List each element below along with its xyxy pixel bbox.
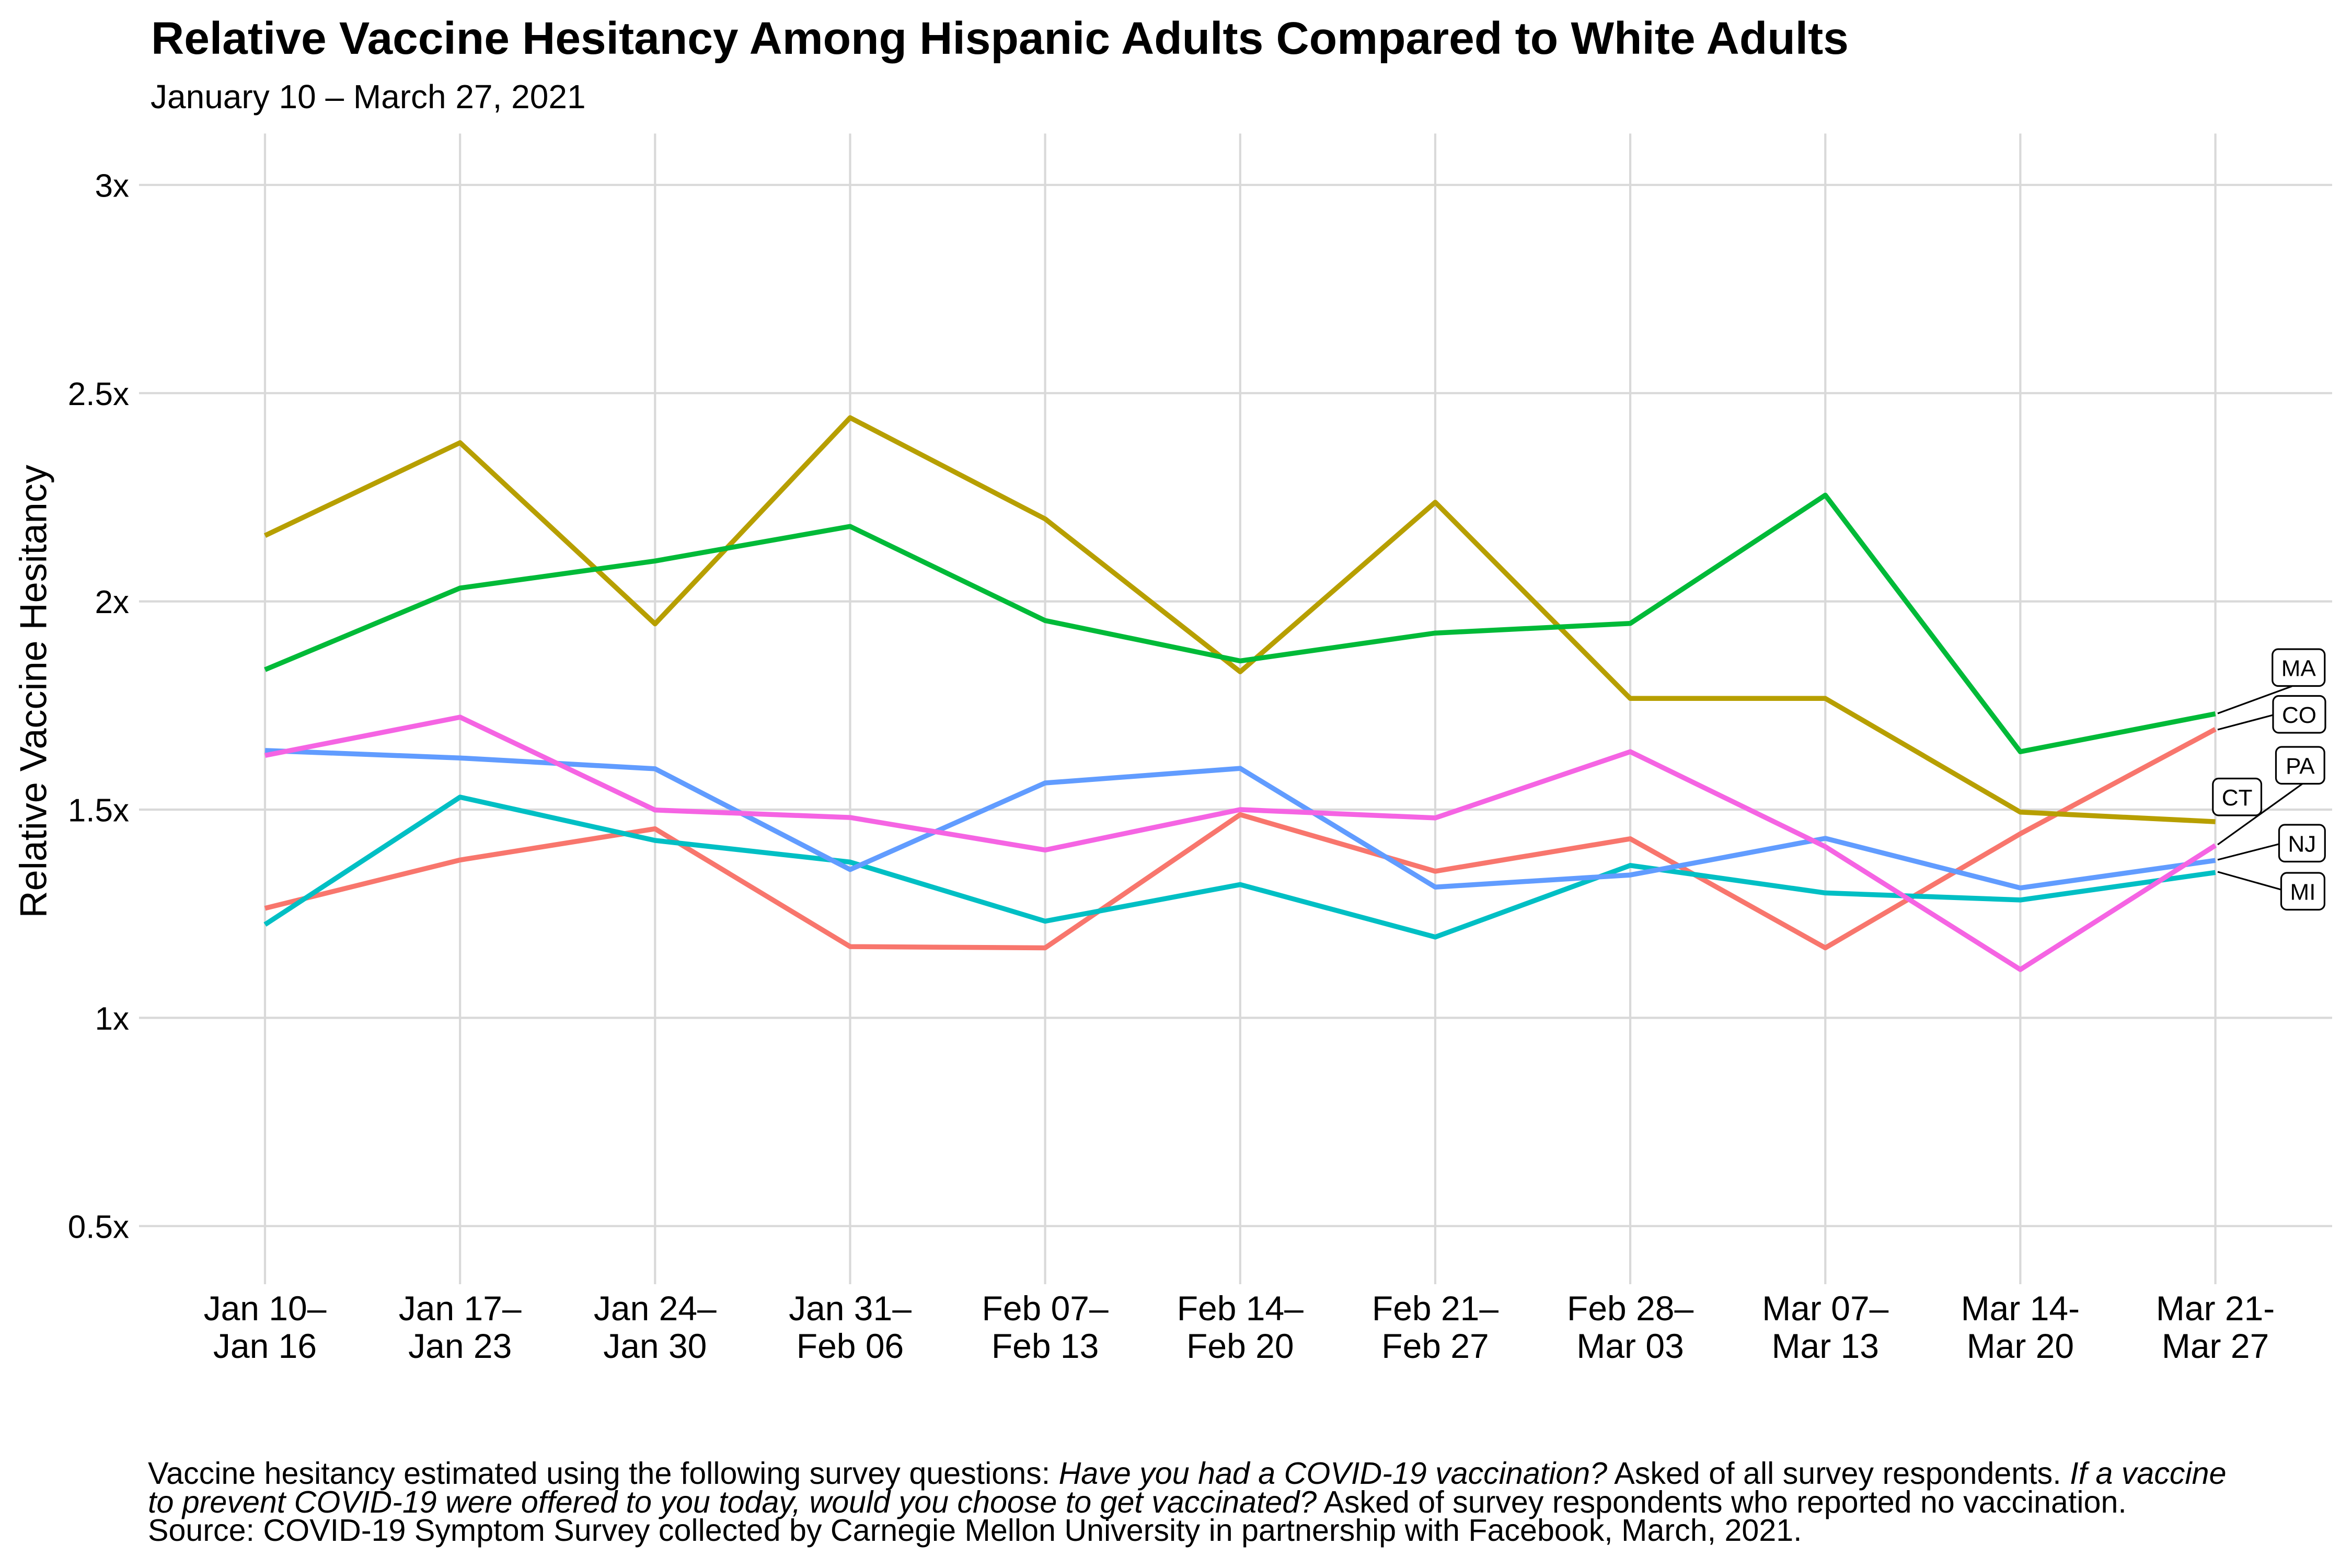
svg-text:Mar 21-: Mar 21- xyxy=(2156,1289,2275,1328)
svg-text:CO: CO xyxy=(2282,702,2316,728)
svg-text:0.5x: 0.5x xyxy=(68,1209,129,1245)
svg-text:Feb 28–: Feb 28– xyxy=(1567,1289,1693,1328)
svg-text:Feb 27: Feb 27 xyxy=(1381,1327,1489,1365)
svg-text:MA: MA xyxy=(2281,656,2316,682)
svg-text:2.5x: 2.5x xyxy=(68,376,129,412)
svg-text:Feb 06: Feb 06 xyxy=(797,1327,904,1365)
svg-text:to prevent COVID-19 were offer: to prevent COVID-19 were offered to you … xyxy=(148,1484,2127,1519)
svg-text:Mar 20: Mar 20 xyxy=(1967,1327,2074,1365)
svg-text:CT: CT xyxy=(2222,785,2253,811)
svg-text:PA: PA xyxy=(2286,754,2315,779)
svg-text:Feb 14–: Feb 14– xyxy=(1177,1289,1304,1328)
svg-text:Jan 30: Jan 30 xyxy=(603,1327,707,1365)
svg-text:Feb 20: Feb 20 xyxy=(1186,1327,1294,1365)
svg-text:Jan 31–: Jan 31– xyxy=(789,1289,912,1328)
svg-text:NJ: NJ xyxy=(2288,832,2316,857)
svg-text:Jan 16: Jan 16 xyxy=(213,1327,317,1365)
svg-text:Feb 21–: Feb 21– xyxy=(1372,1289,1498,1328)
svg-text:Relative Vaccine Hesitancy Amo: Relative Vaccine Hesitancy Among Hispani… xyxy=(151,13,1849,64)
svg-text:Jan 24–: Jan 24– xyxy=(594,1289,717,1328)
svg-text:Mar 27: Mar 27 xyxy=(2162,1327,2269,1365)
svg-text:Mar 03: Mar 03 xyxy=(1576,1327,1684,1365)
svg-text:Jan 23: Jan 23 xyxy=(408,1327,512,1365)
svg-text:January 10 – March 27, 2021: January 10 – March 27, 2021 xyxy=(151,78,586,116)
svg-text:Mar 13: Mar 13 xyxy=(1772,1327,1879,1365)
svg-text:1.5x: 1.5x xyxy=(68,793,129,829)
svg-text:MI: MI xyxy=(2290,880,2316,905)
svg-text:Vaccine hesitancy estimated us: Vaccine hesitancy estimated using the fo… xyxy=(148,1456,2227,1491)
svg-text:3x: 3x xyxy=(95,168,129,204)
svg-text:Feb 13: Feb 13 xyxy=(991,1327,1099,1365)
svg-text:Mar 14-: Mar 14- xyxy=(1961,1289,2080,1328)
svg-text:2x: 2x xyxy=(95,584,129,620)
svg-text:Mar 07–: Mar 07– xyxy=(1762,1289,1888,1328)
svg-text:1x: 1x xyxy=(95,1001,129,1037)
svg-text:Source: COVID-19 Symptom Surve: Source: COVID-19 Symptom Survey collecte… xyxy=(148,1513,1802,1548)
svg-text:Jan 17–: Jan 17– xyxy=(399,1289,522,1328)
svg-text:Feb 07–: Feb 07– xyxy=(982,1289,1109,1328)
svg-text:Relative Vaccine Hesitancy: Relative Vaccine Hesitancy xyxy=(13,465,55,918)
svg-text:Jan 10–: Jan 10– xyxy=(204,1289,327,1328)
